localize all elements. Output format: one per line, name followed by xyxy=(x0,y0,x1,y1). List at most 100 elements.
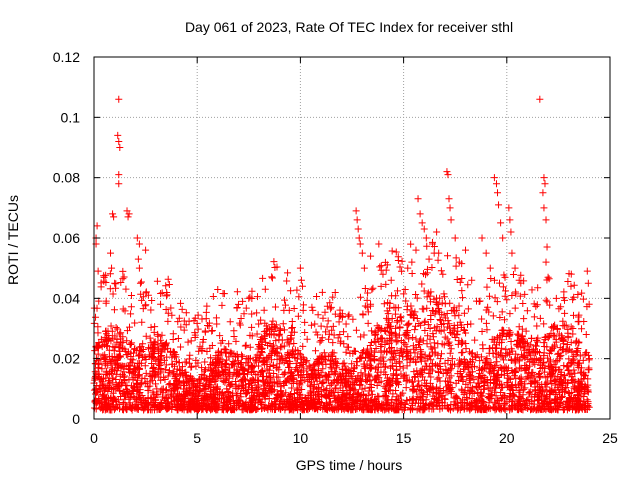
data-point xyxy=(166,387,174,395)
data-point xyxy=(496,404,504,412)
data-point xyxy=(250,393,258,401)
data-point xyxy=(425,255,433,263)
data-point xyxy=(570,366,578,374)
data-point xyxy=(533,348,541,356)
data-point xyxy=(333,395,341,403)
data-point xyxy=(162,402,170,410)
data-point xyxy=(288,374,296,382)
data-point xyxy=(414,393,422,401)
data-point xyxy=(148,352,156,360)
data-point xyxy=(414,195,422,203)
data-point xyxy=(164,372,172,380)
data-point xyxy=(110,213,118,221)
data-point xyxy=(277,387,285,395)
data-point xyxy=(221,360,229,368)
data-point xyxy=(572,406,580,414)
data-point xyxy=(516,292,524,300)
data-point xyxy=(361,302,369,310)
data-point xyxy=(194,311,202,319)
data-point xyxy=(267,331,275,339)
data-point xyxy=(260,389,268,397)
data-point xyxy=(232,370,240,378)
data-point xyxy=(329,405,337,413)
data-point xyxy=(356,398,364,406)
data-point xyxy=(446,328,454,336)
data-point xyxy=(110,384,118,392)
data-point xyxy=(378,335,386,343)
data-point xyxy=(467,401,475,409)
data-point xyxy=(318,391,326,399)
data-point xyxy=(462,329,470,337)
data-point xyxy=(492,361,500,369)
data-point xyxy=(297,378,305,386)
data-point xyxy=(541,394,549,402)
data-point xyxy=(324,317,332,325)
data-point xyxy=(408,258,416,266)
data-point xyxy=(535,370,543,378)
data-point xyxy=(236,321,244,329)
data-point xyxy=(338,400,346,408)
data-point xyxy=(245,405,253,413)
data-point xyxy=(455,311,463,319)
data-point xyxy=(167,304,175,312)
data-point xyxy=(117,279,125,287)
data-point xyxy=(257,316,265,324)
data-point xyxy=(201,358,209,366)
data-point xyxy=(98,365,106,373)
data-point xyxy=(308,398,316,406)
data-point xyxy=(213,320,221,328)
data-point xyxy=(500,330,508,338)
data-point xyxy=(415,405,423,413)
data-point xyxy=(299,306,307,314)
data-point xyxy=(381,384,389,392)
data-point xyxy=(201,366,209,374)
data-point xyxy=(511,381,519,389)
data-point xyxy=(127,382,135,390)
data-point xyxy=(490,338,498,346)
data-point xyxy=(344,333,352,341)
data-point xyxy=(332,394,340,402)
data-point xyxy=(279,400,287,408)
data-point xyxy=(185,400,193,408)
data-point xyxy=(113,338,121,346)
data-point xyxy=(437,355,445,363)
data-point xyxy=(508,249,516,257)
data-point xyxy=(368,286,376,294)
data-point xyxy=(484,384,492,392)
data-point xyxy=(137,278,145,286)
data-point xyxy=(401,286,409,294)
data-point xyxy=(318,380,326,388)
data-point xyxy=(552,294,560,302)
data-point xyxy=(535,396,543,404)
data-point xyxy=(576,352,584,360)
data-point xyxy=(284,269,292,277)
data-point xyxy=(167,393,175,401)
data-point xyxy=(273,373,281,381)
data-point xyxy=(383,314,391,322)
data-point xyxy=(238,378,246,386)
data-point xyxy=(413,294,421,302)
data-point xyxy=(437,317,445,325)
data-point xyxy=(102,279,110,287)
data-point xyxy=(321,308,329,316)
data-point xyxy=(536,383,544,391)
data-point xyxy=(423,269,431,277)
data-point xyxy=(534,284,542,292)
data-point xyxy=(138,374,146,382)
data-point xyxy=(457,349,465,357)
data-point xyxy=(269,401,277,409)
data-point xyxy=(342,320,350,328)
data-point xyxy=(583,267,591,275)
data-point xyxy=(447,378,455,386)
data-point xyxy=(275,330,283,338)
data-point xyxy=(225,374,233,382)
data-point xyxy=(412,396,420,404)
data-point xyxy=(243,390,251,398)
data-point xyxy=(444,252,452,260)
data-point xyxy=(134,405,142,413)
data-point xyxy=(288,406,296,414)
data-point xyxy=(472,353,480,361)
data-point xyxy=(287,334,295,342)
data-point xyxy=(278,343,286,351)
data-point xyxy=(248,385,256,393)
